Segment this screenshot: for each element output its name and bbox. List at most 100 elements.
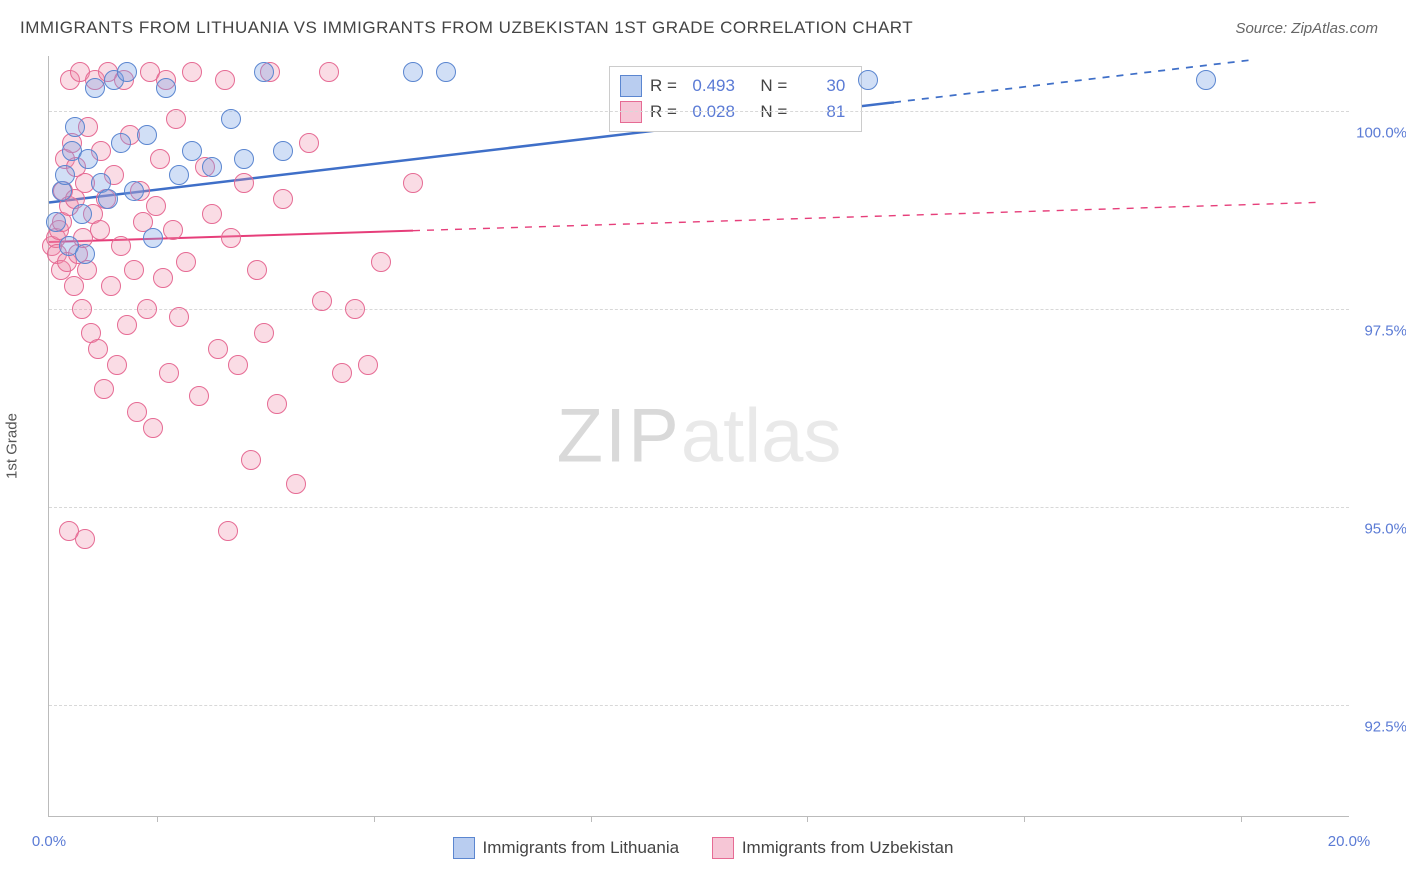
- gridline: [49, 507, 1349, 508]
- data-point: [59, 521, 79, 541]
- data-point: [189, 386, 209, 406]
- data-point: [72, 299, 92, 319]
- data-point: [124, 260, 144, 280]
- data-point: [202, 204, 222, 224]
- legend-label-uzbekistan: Immigrants from Uzbekistan: [742, 838, 954, 858]
- data-point: [1196, 70, 1216, 90]
- data-point: [124, 181, 144, 201]
- data-point: [208, 339, 228, 359]
- n-value-lithuania: 30: [795, 73, 845, 99]
- data-point: [286, 474, 306, 494]
- swatch-uzbekistan: [712, 837, 734, 859]
- data-point: [166, 109, 186, 129]
- data-point: [117, 315, 137, 335]
- data-point: [176, 252, 196, 272]
- data-point: [159, 363, 179, 383]
- data-point: [182, 141, 202, 161]
- data-point: [241, 450, 261, 470]
- data-point: [75, 244, 95, 264]
- swatch-lithuania: [453, 837, 475, 859]
- legend-item-uzbekistan: Immigrants from Uzbekistan: [712, 837, 954, 859]
- data-point: [55, 165, 75, 185]
- data-point: [111, 133, 131, 153]
- data-point: [221, 228, 241, 248]
- correlation-row-lithuania: R = 0.493 N = 30: [620, 73, 845, 99]
- data-point: [127, 402, 147, 422]
- y-tick-label: 95.0%: [1355, 521, 1406, 538]
- chart-title: IMMIGRANTS FROM LITHUANIA VS IMMIGRANTS …: [20, 18, 913, 38]
- watermark: ZIPatlas: [557, 393, 842, 480]
- n-label: N =: [760, 73, 787, 99]
- data-point: [78, 149, 98, 169]
- data-point: [299, 133, 319, 153]
- y-tick-label: 100.0%: [1355, 125, 1406, 142]
- data-point: [403, 62, 423, 82]
- data-point: [312, 291, 332, 311]
- x-minor-tick: [157, 816, 158, 822]
- data-point: [163, 220, 183, 240]
- data-point: [117, 62, 137, 82]
- data-point: [358, 355, 378, 375]
- data-point: [88, 339, 108, 359]
- data-point: [247, 260, 267, 280]
- y-tick-label: 92.5%: [1355, 719, 1406, 736]
- data-point: [137, 299, 157, 319]
- data-point: [254, 62, 274, 82]
- data-point: [46, 212, 66, 232]
- watermark-atlas: atlas: [681, 394, 842, 479]
- data-point: [153, 268, 173, 288]
- watermark-zip: ZIP: [557, 394, 681, 479]
- y-axis-label: 1st Grade: [4, 413, 21, 479]
- data-point: [143, 418, 163, 438]
- data-point: [403, 173, 423, 193]
- data-point: [90, 220, 110, 240]
- x-minor-tick: [591, 816, 592, 822]
- data-point: [85, 78, 105, 98]
- gridline: [49, 111, 1349, 112]
- data-point: [436, 62, 456, 82]
- data-point: [150, 149, 170, 169]
- data-point: [228, 355, 248, 375]
- data-point: [218, 521, 238, 541]
- data-point: [111, 236, 131, 256]
- data-point: [273, 141, 293, 161]
- gridline: [49, 309, 1349, 310]
- data-point: [202, 157, 222, 177]
- r-label: R =: [650, 73, 677, 99]
- scatter-plot-area: ZIPatlas R = 0.493 N = 30 R = 0.028 N = …: [48, 56, 1349, 817]
- data-point: [254, 323, 274, 343]
- data-point: [107, 355, 127, 375]
- data-point: [137, 125, 157, 145]
- gridline: [49, 705, 1349, 706]
- x-minor-tick: [1024, 816, 1025, 822]
- trend-lines-layer: [49, 56, 1349, 816]
- y-tick-label: 97.5%: [1355, 323, 1406, 340]
- correlation-legend-box: R = 0.493 N = 30 R = 0.028 N = 81: [609, 66, 862, 132]
- data-point: [156, 78, 176, 98]
- series-legend: Immigrants from Lithuania Immigrants fro…: [0, 837, 1406, 864]
- data-point: [215, 70, 235, 90]
- r-value-lithuania: 0.493: [685, 73, 735, 99]
- data-point: [169, 307, 189, 327]
- data-point: [371, 252, 391, 272]
- legend-item-lithuania: Immigrants from Lithuania: [453, 837, 680, 859]
- legend-label-lithuania: Immigrants from Lithuania: [483, 838, 680, 858]
- data-point: [858, 70, 878, 90]
- data-point: [319, 62, 339, 82]
- x-minor-tick: [1241, 816, 1242, 822]
- data-point: [101, 276, 121, 296]
- data-point: [234, 173, 254, 193]
- data-point: [182, 62, 202, 82]
- source-attribution: Source: ZipAtlas.com: [1235, 20, 1378, 37]
- x-minor-tick: [374, 816, 375, 822]
- x-minor-tick: [807, 816, 808, 822]
- data-point: [273, 189, 293, 209]
- data-point: [143, 228, 163, 248]
- data-point: [146, 196, 166, 216]
- data-point: [169, 165, 189, 185]
- data-point: [221, 109, 241, 129]
- data-point: [65, 117, 85, 137]
- data-point: [64, 276, 84, 296]
- data-point: [98, 189, 118, 209]
- data-point: [332, 363, 352, 383]
